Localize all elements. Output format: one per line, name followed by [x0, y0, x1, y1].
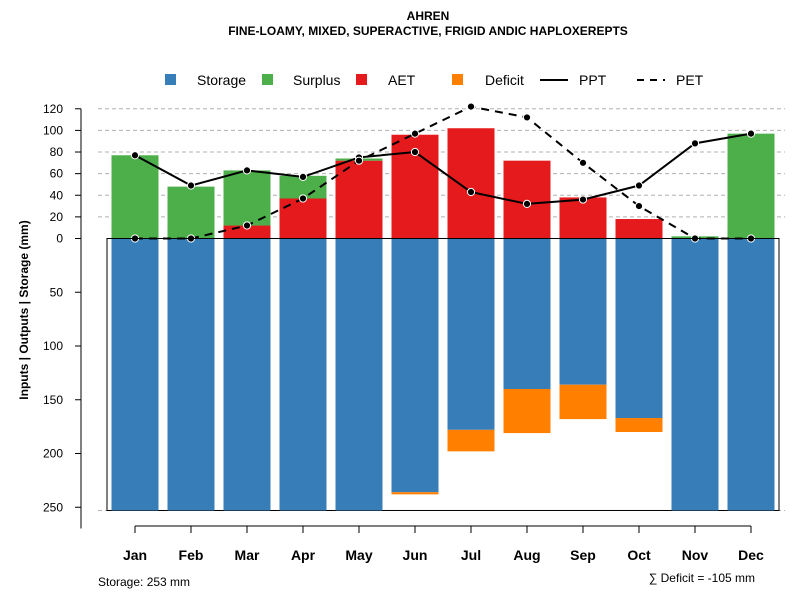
deficit-bar — [615, 418, 663, 432]
legend: Storage Surplus AET Deficit PPT PET — [165, 72, 704, 88]
aet-bar — [335, 160, 383, 239]
aet-bar — [447, 128, 495, 239]
pet-point — [242, 221, 252, 230]
pet-point — [578, 158, 588, 167]
storage-bar — [391, 238, 439, 493]
ppt-point — [410, 147, 420, 157]
storage-bar — [279, 238, 327, 511]
deficit-bar — [391, 492, 439, 495]
ppt-point — [522, 199, 532, 209]
storage-legend-label: Storage — [197, 72, 246, 88]
pet-point — [354, 156, 364, 165]
y-tick-label: 0 — [56, 232, 63, 246]
chart-title: AHREN — [407, 9, 450, 23]
storage-bar — [447, 238, 495, 430]
y-tick-label: 100 — [43, 339, 63, 353]
storage-bar — [615, 238, 663, 419]
deficit-legend-label: Deficit — [485, 72, 524, 88]
aet-legend-label: AET — [388, 72, 416, 88]
storage-legend-swatch — [165, 74, 176, 85]
aet-bar — [279, 198, 327, 239]
ppt-point — [634, 181, 644, 190]
pet-point — [522, 113, 532, 122]
y-tick-label: 80 — [50, 145, 64, 159]
deficit-bar — [559, 384, 607, 420]
pet-point — [410, 129, 420, 138]
surplus-bar — [279, 175, 327, 199]
storage-footnote: Storage: 253 mm — [98, 575, 190, 589]
surplus-legend-swatch — [262, 74, 273, 85]
deficit-bar — [447, 429, 495, 452]
storage-bar — [111, 238, 159, 511]
x-tick-label: Feb — [179, 547, 204, 563]
x-tick-label: May — [345, 547, 372, 563]
ppt-point — [690, 139, 700, 148]
x-tick-label: Apr — [291, 547, 316, 563]
ppt-legend-label: PPT — [579, 72, 607, 88]
aet-bar — [615, 219, 663, 239]
aet-legend-swatch — [356, 74, 367, 85]
x-tick-label: Nov — [682, 547, 709, 563]
deficit-footnote: ∑ Deficit = -105 mm — [649, 571, 755, 585]
ppt-point — [298, 172, 308, 181]
ppt-point — [578, 195, 588, 204]
x-tick-label: Dec — [738, 547, 764, 563]
bars — [111, 128, 775, 511]
surplus-bar — [223, 170, 271, 226]
pet-point — [634, 201, 644, 211]
surplus-legend-label: Surplus — [293, 72, 340, 88]
ppt-point — [130, 151, 140, 160]
surplus-bar — [167, 186, 215, 239]
y-tick-label: 200 — [43, 447, 63, 461]
y-tick-label: 60 — [50, 167, 64, 181]
storage-bar — [167, 238, 215, 511]
ppt-point — [242, 166, 252, 175]
storage-bar — [727, 238, 775, 511]
ppt-point — [466, 187, 476, 197]
deficit-bar — [503, 389, 551, 434]
chart-subtitle: FINE-LOAMY, MIXED, SUPERACTIVE, FRIGID A… — [228, 24, 628, 38]
x-tick-label: Jan — [123, 547, 147, 563]
y-tick-label: 150 — [43, 393, 63, 407]
ppt-point — [186, 181, 196, 190]
storage-bar — [503, 238, 551, 389]
aet-bar — [559, 197, 607, 239]
pet-point — [466, 102, 476, 111]
y-tick-label: 120 — [43, 102, 63, 116]
x-tick-label: Jul — [461, 547, 481, 563]
x-tick-label: Aug — [513, 547, 540, 563]
deficit-legend-swatch — [452, 74, 463, 85]
pet-legend-label: PET — [676, 72, 704, 88]
y-tick-label: 100 — [43, 123, 63, 137]
y-tick-label: 50 — [50, 285, 64, 299]
ppt-point — [746, 129, 756, 138]
y-tick-label: 20 — [50, 210, 64, 224]
x-tick-label: Oct — [627, 547, 651, 563]
pet-line — [135, 105, 751, 240]
y-tick-label: 40 — [50, 188, 64, 202]
y-axis-label: Inputs | Outputs | Storage (mm) — [17, 220, 31, 399]
surplus-bar — [727, 133, 775, 239]
storage-bar — [223, 238, 271, 511]
storage-bar — [671, 238, 719, 511]
ppt-line — [134, 132, 752, 205]
axes: 0 20 40 60 80 100 120 50 100 150 200 250 Jan Feb Mar Ap… — [43, 102, 779, 563]
surplus-bar — [111, 155, 159, 239]
pet-point — [298, 194, 308, 203]
storage-bar — [559, 238, 607, 385]
storage-bar — [335, 238, 383, 511]
x-tick-label: Sep — [570, 547, 596, 563]
y-tick-label: 250 — [43, 500, 63, 514]
x-tick-label: Jun — [403, 547, 428, 563]
x-tick-label: Mar — [235, 547, 260, 563]
